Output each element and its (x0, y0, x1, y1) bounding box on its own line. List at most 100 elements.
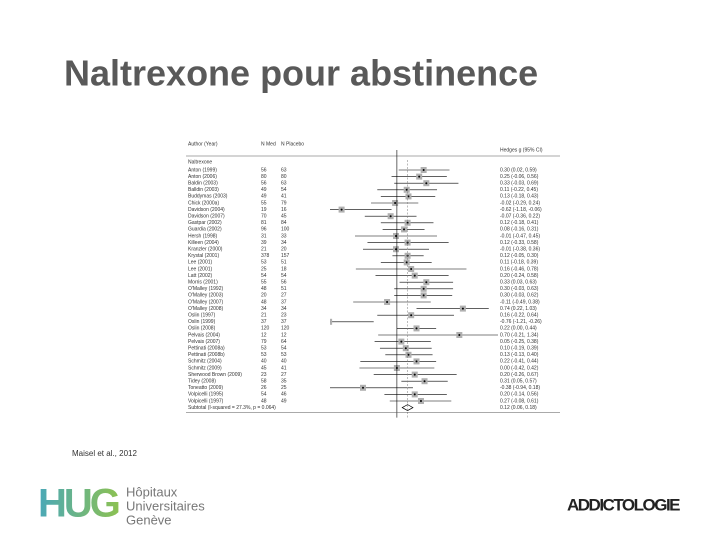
n-placebo: 46 (281, 392, 287, 398)
estimate-dot (415, 327, 418, 330)
estimate-dot (419, 400, 422, 402)
study-name: Guardia (2002) (188, 227, 222, 233)
estimate-dot (404, 347, 407, 350)
estimate-dot (362, 386, 364, 389)
n-placebo: 25 (281, 385, 287, 391)
study-name: O'Malley (2008) (188, 306, 223, 312)
estimate-dot (395, 248, 397, 251)
estimate-dot (425, 281, 428, 284)
n-med: 25 (261, 266, 267, 272)
study-name: Volpicelli (1997) (188, 398, 224, 404)
study-name: Sherwood Brown (2009) (188, 372, 242, 378)
addictologie-logo: ADDICTOLOGIE (567, 495, 680, 514)
study-name: Gastpar (2002) (188, 220, 222, 226)
study-name: Buddymas (2003) (188, 194, 228, 200)
estimate-dot (415, 360, 418, 363)
effect-label: 0.12 (-0.18, 0.41) (500, 220, 539, 226)
n-placebo: 63 (281, 167, 287, 173)
estimate-dot (395, 235, 397, 237)
n-placebo: 41 (281, 194, 287, 200)
effect-label: -0.02 (-0.29, 0.24) (500, 200, 540, 206)
citation: Maisel et al., 2012 (72, 449, 137, 458)
effect-label: 0.74 (0.22, 1.03) (500, 306, 537, 312)
effect-label: 0.22 (-0.41, 0.44) (500, 359, 539, 365)
n-med: 40 (261, 359, 267, 365)
hospital-name: Universitaires (126, 498, 205, 513)
estimate-dot (407, 195, 410, 198)
effect-label: 0.11 (-0.18, 0.39) (500, 260, 538, 266)
n-med: 70 (261, 214, 267, 220)
n-med: 26 (261, 385, 267, 391)
n-placebo: 79 (281, 200, 287, 206)
n-med: 48 (261, 299, 267, 305)
n-placebo: 27 (281, 372, 287, 378)
study-name: O'Malley (2003) (188, 293, 223, 299)
study-name: Oslin (2008) (188, 326, 216, 332)
n-med: 20 (261, 293, 267, 299)
effect-label: -0.38 (-0.94, 0.18) (500, 385, 540, 391)
estimate-dot (422, 294, 425, 297)
effect-label: 0.70 (-0.21, 1.34) (500, 332, 539, 338)
study-name: Pettinati (2008b) (188, 352, 225, 358)
plot-area (330, 167, 498, 412)
estimate-dot (394, 202, 397, 204)
effect-label: 0.05 (-0.25, 0.38) (500, 339, 539, 345)
n-placebo: 27 (281, 293, 287, 299)
n-placebo: 157 (281, 253, 290, 259)
effect-label: 0.31 (0.05, 0.57) (500, 379, 537, 385)
n-med: 55 (261, 280, 267, 286)
effect-label: 0.25 (-0.06, 0.56) (500, 174, 539, 180)
effect-label: -0.62 (-1.18, -0.06) (500, 207, 542, 213)
n-med: 37 (261, 319, 267, 325)
study-name: Pettinati (2008a) (188, 346, 225, 352)
study-name: Killeen (2004) (188, 240, 219, 246)
effect-label: 0.16 (-0.46, 0.78) (500, 266, 539, 272)
effect-label: 0.00 (-0.42, 0.42) (500, 365, 539, 371)
estimate-dot (422, 169, 425, 171)
estimate-dot (413, 393, 416, 396)
estimate-dot (418, 175, 421, 178)
estimate-dot (413, 274, 416, 277)
study-name: Toneatto (2009) (188, 385, 223, 391)
estimate-dot (423, 380, 426, 383)
n-placebo: 18 (281, 266, 287, 272)
effect-label: 0.20 (-0.26, 0.67) (500, 372, 539, 378)
n-placebo: 54 (281, 187, 287, 193)
study-name: Tidey (2008) (188, 379, 216, 385)
study-name: Oslin (1999) (188, 319, 216, 325)
n-placebo: 84 (281, 220, 287, 226)
n-placebo: 35 (281, 379, 287, 385)
n-placebo: 120 (281, 326, 290, 332)
n-med: 39 (261, 240, 267, 246)
estimate-dot (405, 188, 408, 191)
n-placebo: 23 (281, 313, 287, 319)
n-placebo: 49 (281, 398, 287, 404)
n-placebo: 33 (281, 233, 287, 239)
n-med: 53 (261, 352, 267, 358)
effect-label: 0.10 (-0.19, 0.39) (500, 346, 539, 352)
study-name: Krystal (2001) (188, 253, 219, 259)
n-placebo: 34 (281, 240, 287, 246)
n-med: 80 (261, 174, 267, 180)
effect-label: 0.20 (-0.14, 0.56) (500, 392, 539, 398)
study-name: Anton (1999) (188, 167, 217, 173)
effect-label: 0.30 (-0.03, 0.63) (500, 286, 539, 292)
n-placebo: 54 (281, 273, 287, 279)
n-placebo: 53 (281, 352, 287, 358)
study-name: Morris (2001) (188, 280, 218, 286)
n-med: 34 (261, 306, 267, 312)
forest-plot: Author (Year) N Med N Placebo Hedges g (95%… (186, 141, 560, 418)
n-placebo: 34 (281, 306, 287, 312)
n-placebo: 51 (281, 260, 287, 266)
study-name: Kranzler (2000) (188, 247, 223, 253)
subtotal-diamond (401, 404, 414, 412)
n-med: 53 (261, 346, 267, 352)
n-med: 96 (261, 227, 267, 233)
n-placebo: 40 (281, 359, 287, 365)
n-med: 56 (261, 181, 267, 187)
effect-label: 0.12 (0.06, 0.18) (500, 405, 537, 411)
study-name: Lee (2001) (188, 260, 213, 266)
n-med: 48 (261, 286, 267, 292)
effect-label: 0.13 (-0.18, 0.43) (500, 194, 539, 200)
